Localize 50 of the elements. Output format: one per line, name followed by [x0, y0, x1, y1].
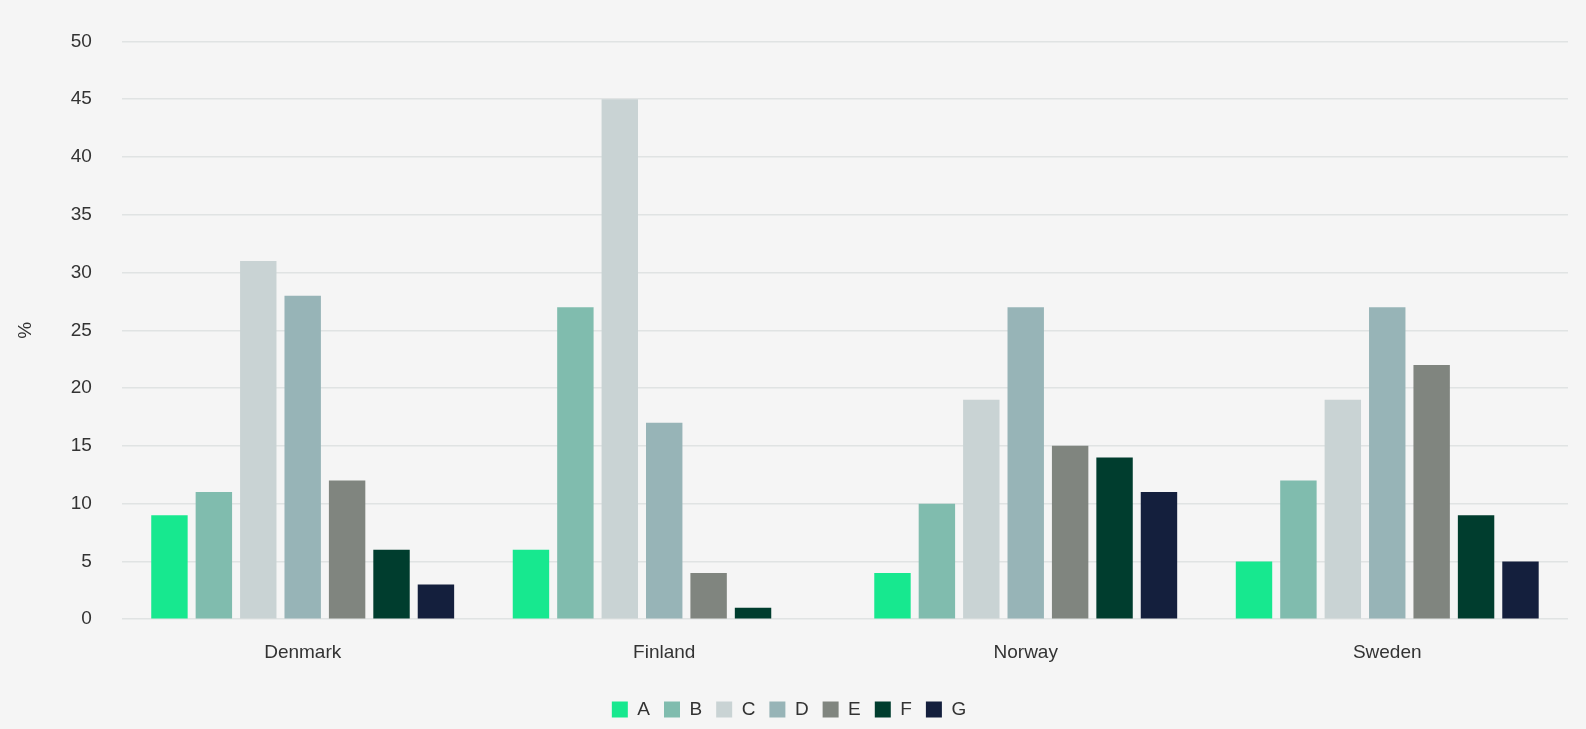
legend-label: B: [689, 697, 703, 719]
bar: [918, 503, 956, 619]
legend-label: G: [951, 697, 967, 719]
legend-label: D: [794, 697, 809, 719]
bar: [690, 572, 727, 619]
y-tick-label: 20: [70, 376, 92, 398]
bar: [240, 260, 277, 619]
y-tick-label: 45: [70, 87, 92, 109]
y-tick-label: 10: [70, 491, 92, 513]
bar: [557, 307, 594, 619]
legend-label: F: [900, 697, 912, 719]
bar: [512, 549, 550, 619]
bar: [1457, 515, 1495, 619]
bar: [1007, 307, 1044, 619]
bar: [1502, 561, 1539, 619]
legend-label: E: [848, 697, 861, 719]
y-tick-label: 30: [70, 260, 92, 282]
bar: [1096, 457, 1133, 619]
y-tick-label: 0: [81, 607, 92, 629]
x-tick-label: Denmark: [264, 640, 342, 662]
bar: [1369, 307, 1406, 619]
bar: [1413, 364, 1450, 619]
bar: [1235, 561, 1273, 619]
y-tick-label: 35: [70, 202, 92, 224]
bar: [195, 492, 233, 619]
legend-label: A: [637, 697, 651, 719]
x-tick-label: Sweden: [1352, 640, 1422, 662]
bar: [284, 295, 321, 619]
bar: [1280, 480, 1317, 619]
bar: [417, 584, 455, 619]
bar: [151, 515, 188, 619]
bar: [646, 422, 683, 619]
bar: [373, 549, 410, 619]
y-axis-title: %: [13, 321, 35, 339]
x-tick-label: Norway: [993, 640, 1059, 662]
legend-label: C: [741, 697, 756, 719]
y-tick-label: 40: [70, 145, 92, 167]
bar: [1324, 399, 1362, 619]
y-tick-label: 5: [81, 549, 92, 571]
y-tick-label: 25: [70, 318, 92, 340]
bar: [874, 572, 911, 619]
bar: [963, 399, 1000, 619]
x-tick-label: Finland: [633, 640, 696, 662]
bar: [734, 607, 772, 619]
bar: [328, 480, 366, 619]
bar: [1051, 445, 1089, 619]
y-tick-label: 50: [70, 29, 92, 51]
y-tick-label: 15: [70, 434, 92, 456]
bar: [1140, 492, 1178, 619]
bar: [601, 99, 638, 619]
